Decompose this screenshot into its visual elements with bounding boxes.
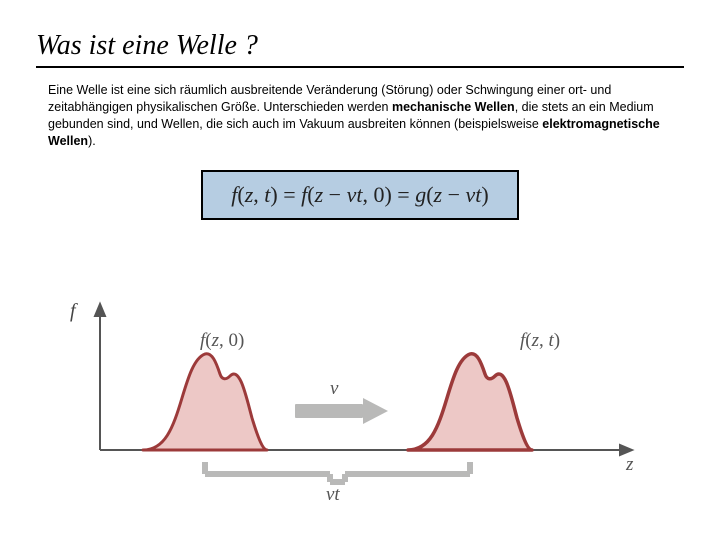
wave-diagram: f f(z, 0) f(z, — [70, 300, 650, 510]
pulse-left — [143, 354, 267, 450]
distance-bracket — [205, 462, 470, 482]
para-post: ). — [88, 134, 96, 148]
title-underline — [36, 66, 684, 68]
pulse-right — [408, 354, 532, 450]
x-axis-label: z — [626, 454, 633, 476]
definition-paragraph: Eine Welle ist eine sich räumlich ausbre… — [0, 82, 720, 150]
pulse-left-label: f(z, 0) — [200, 330, 244, 352]
page-title: Was ist eine Welle ? — [0, 0, 720, 66]
velocity-label: v — [330, 378, 338, 400]
velocity-arrow — [295, 398, 388, 424]
diagram-svg — [70, 300, 650, 510]
distance-label: vt — [326, 484, 340, 506]
formula-container: f(z, t) = f(z − vt, 0) = g(z − vt) — [0, 170, 720, 220]
y-axis-label: f — [70, 300, 76, 323]
pulse-right-label: f(z, t) — [520, 330, 560, 352]
wave-equation: f(z, t) = f(z − vt, 0) = g(z − vt) — [201, 170, 518, 220]
para-bold1: mechanische Wellen — [392, 100, 515, 114]
